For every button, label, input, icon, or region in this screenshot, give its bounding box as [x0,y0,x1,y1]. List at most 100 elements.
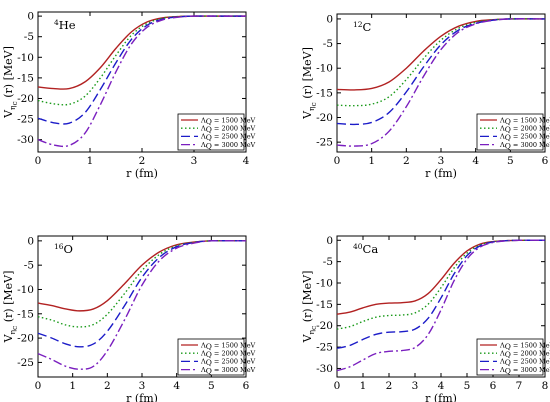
x-tick-label: 5 [507,155,514,167]
y-tick-label: -25 [17,114,34,126]
y-axis-label: Vηc (r) [MeV] [2,46,19,119]
x-tick-label: 1 [87,155,94,167]
panel-ca: 0 1 2 3 4 5 6 7 8 0 -5 -10 -15 -20 -25 -30 r (fm) Vηc (r)… [301,235,550,402]
y-tick-label: -25 [316,342,333,354]
x-axis-label: r (fm) [126,392,158,402]
x-tick-label: 1 [69,380,76,392]
series-line-3 [37,240,247,348]
y-tick-label: 0 [326,13,333,25]
legend-label-1: ΛQ = 1500 MeV [499,116,550,126]
x-tick-label: 5 [464,380,471,392]
x-tick-label: 4 [173,380,180,392]
series-line-3 [336,239,546,350]
x-axis-label: r (fm) [425,167,457,180]
legend-label-4: ΛQ = 3000 MeV [499,366,550,376]
nucleus-label: 40Ca [353,242,378,256]
series-line-1 [37,240,247,312]
y-tick-label: -20 [17,93,34,105]
x-tick-label: 6 [542,155,549,167]
y-tick-label: -25 [17,357,34,369]
x-tick-label: 1 [368,155,375,167]
x-tick-label: 4 [243,155,250,167]
x-tick-label: 0 [35,155,42,167]
y-tick-label: 0 [27,11,34,23]
y-tick-label: -5 [24,31,34,43]
legend-label-1: ΛQ = 1500 MeV [200,341,256,351]
legend-label-3: ΛQ = 2500 MeV [200,133,256,143]
x-tick-label: 3 [191,155,198,167]
nucleus-label: 16O [54,242,73,256]
legend-label-2: ΛQ = 2000 MeV [200,125,256,135]
legend-label-4: ΛQ = 3000 MeV [499,141,550,151]
x-tick-label: 8 [542,380,549,392]
y-tick-label: -15 [316,299,333,311]
legend-label-1: ΛQ = 1500 MeV [200,116,256,126]
x-tick-label: 2 [386,380,393,392]
y-tick-label: 0 [27,235,34,247]
y-tick-label: 0 [326,235,333,247]
y-tick-label: -15 [17,308,34,320]
legend-label-2: ΛQ = 2000 MeV [200,350,256,360]
legend-label-3: ΛQ = 2500 MeV [499,133,550,143]
x-tick-label: 3 [412,380,419,392]
x-tick-label: 0 [334,155,341,167]
y-tick-label: -10 [17,284,34,296]
x-tick-label: 2 [139,155,146,167]
x-tick-label: 0 [35,380,42,392]
y-tick-label: -20 [316,112,333,124]
legend-label-3: ΛQ = 2500 MeV [200,358,256,368]
series-line-4 [336,18,546,147]
series-line-3 [336,18,546,126]
x-tick-label: 2 [104,380,111,392]
panel-he: 0 1 2 3 4 0 -5 -10 -15 -20 -25 -30 r (fm) Vηc (r) [Me… [2,11,256,180]
y-tick-label: -20 [316,320,333,332]
panel-c: 0 1 2 3 4 5 6 0 -5 -10 -15 -20 -25 r (fm) Vηc (r) [MeV… [301,13,550,180]
y-tick-label: -30 [17,134,34,146]
y-tick-label: -10 [316,278,333,290]
x-tick-label: 1 [360,380,367,392]
x-axis-label: r (fm) [126,167,158,180]
y-axis-label: Vηc (r) [MeV] [301,271,318,344]
y-tick-label: -30 [316,363,333,375]
series-line-2 [37,240,247,328]
y-tick-label: -25 [316,137,333,149]
x-tick-label: 7 [516,380,523,392]
x-tick-label: 2 [403,155,410,167]
y-tick-label: -20 [17,333,34,345]
x-tick-label: 4 [472,155,479,167]
legend-label-4: ΛQ = 3000 MeV [200,141,256,151]
series-line-4 [37,15,246,148]
y-tick-label: -10 [17,52,34,64]
nucleus-label: 12C [353,20,372,34]
legend-label-1: ΛQ = 1500 MeV [499,341,550,351]
y-tick-label: -5 [24,260,34,272]
series-line-4 [336,239,546,372]
y-tick-label: -15 [17,72,34,84]
y-tick-label: -10 [316,63,333,75]
y-tick-label: -5 [323,256,333,268]
y-axis-label: Vηc (r) [MeV] [2,271,19,344]
y-tick-label: -15 [316,87,333,99]
x-tick-label: 6 [243,380,250,392]
x-tick-label: 3 [438,155,445,167]
y-axis-label: Vηc (r) [MeV] [301,47,318,120]
legend-label-3: ΛQ = 2500 MeV [499,358,550,368]
x-axis-label: r (fm) [425,392,457,402]
legend-label-2: ΛQ = 2000 MeV [499,125,550,135]
series-line-4 [37,240,247,370]
panel-o: 0 1 2 3 4 5 6 0 -5 -10 -15 -20 -25 r (fm) Vηc (r) [MeV… [2,235,256,402]
series-line-3 [37,15,246,125]
x-tick-label: 3 [139,380,146,392]
x-tick-label: 0 [334,380,341,392]
x-tick-label: 6 [490,380,497,392]
legend-label-4: ΛQ = 3000 MeV [200,366,256,376]
y-tick-label: -5 [323,38,333,50]
nucleus-label: 4He [54,18,76,32]
x-tick-label: 4 [438,380,445,392]
